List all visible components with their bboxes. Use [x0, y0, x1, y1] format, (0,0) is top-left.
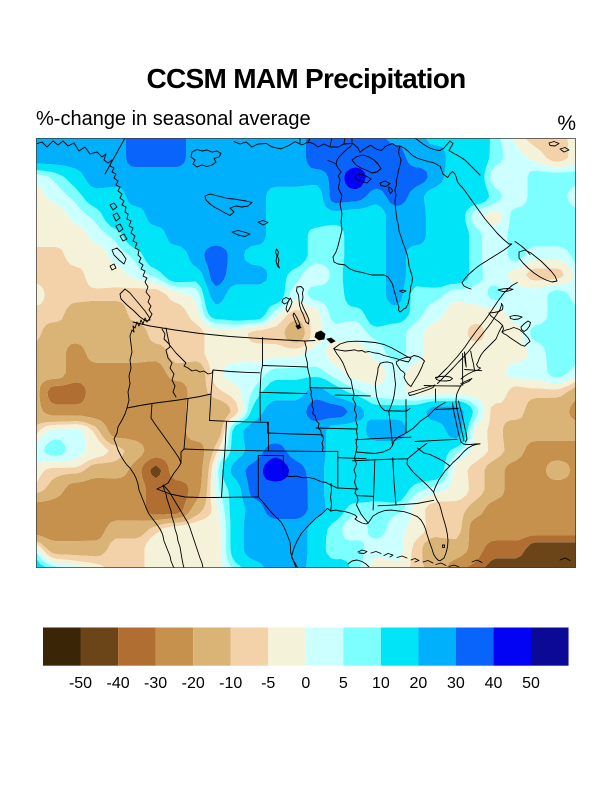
svg-text:-30: -30	[144, 675, 167, 692]
svg-text:-10: -10	[219, 675, 242, 692]
svg-text:5: 5	[339, 675, 348, 692]
svg-text:50: 50	[522, 675, 540, 692]
svg-text:-40: -40	[107, 675, 130, 692]
svg-text:20: 20	[410, 675, 428, 692]
svg-text:-50: -50	[69, 675, 92, 692]
svg-text:30: 30	[447, 675, 465, 692]
svg-text:10: 10	[372, 675, 390, 692]
svg-text:-20: -20	[182, 675, 205, 692]
svg-text:0: 0	[301, 675, 310, 692]
svg-text:40: 40	[485, 675, 503, 692]
svg-text:-5: -5	[261, 675, 275, 692]
